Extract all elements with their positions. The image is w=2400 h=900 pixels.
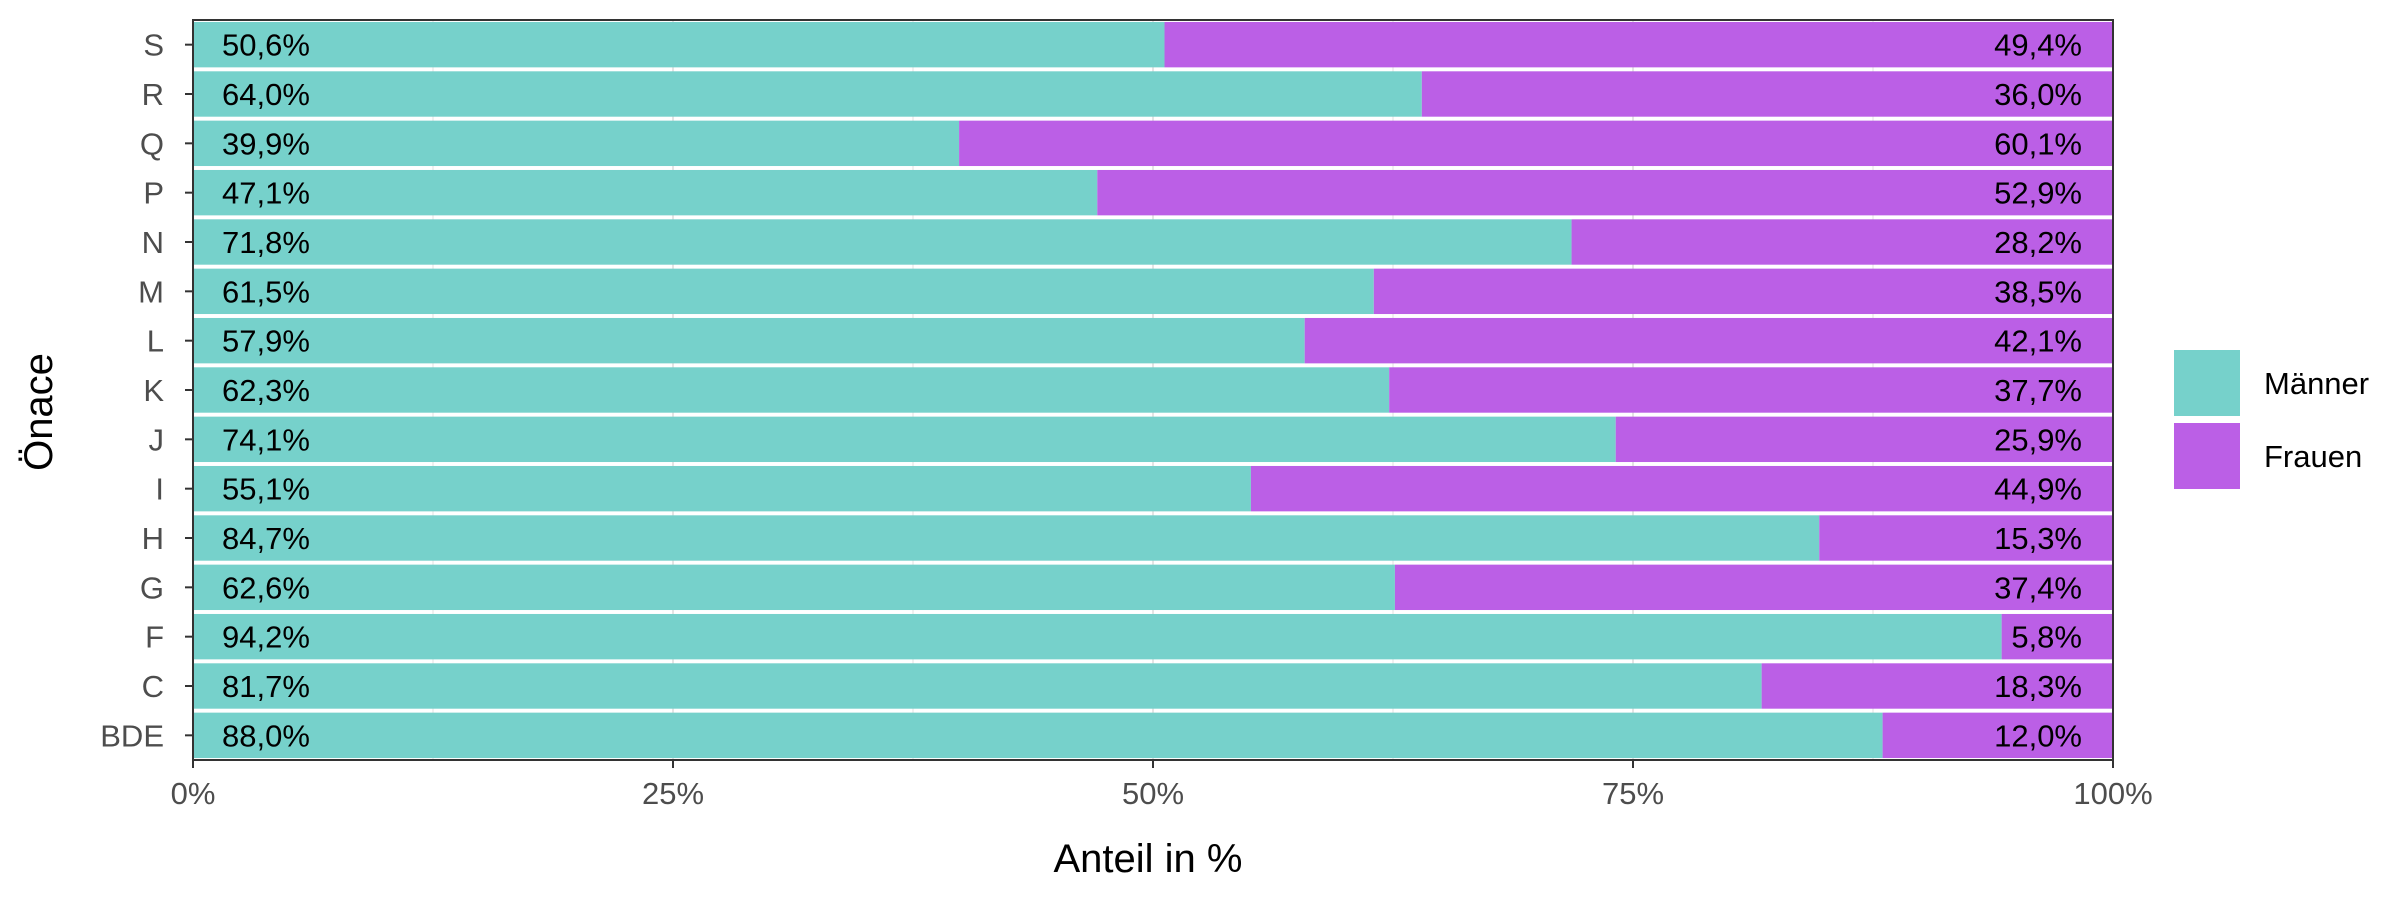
y-tick-label: G (140, 570, 164, 605)
bar-frauen-l (1304, 317, 2113, 364)
data-label-frauen: 49,4% (1994, 28, 2082, 63)
data-labels: 50,6% 49,4% 64,0% 36,0% 39,9% 60,1% 47,1% 52,9%… (222, 28, 2082, 754)
bar-frauen-r (1421, 71, 2113, 117)
x-tick-label: 75% (1602, 776, 1664, 811)
bar-frauen-s (1164, 21, 2113, 68)
data-label-frauen: 28,2% (1994, 225, 2082, 260)
bar-maenner-f (193, 613, 2002, 660)
data-label-frauen: 38,5% (1994, 274, 2082, 309)
legend-key-maenner (2174, 350, 2240, 416)
bar-maenner-g (193, 564, 1395, 611)
data-label-frauen: 36,0% (1994, 77, 2082, 112)
bars (193, 21, 2113, 759)
x-tick-label: 50% (1122, 776, 1184, 811)
data-label-maenner: 94,2% (222, 620, 310, 655)
y-tick-label: N (142, 225, 164, 260)
bar-maenner-bde (193, 712, 1883, 759)
bar-frauen-q (959, 120, 2113, 167)
bar-maenner-r (193, 71, 1422, 117)
y-tick-label: R (142, 77, 164, 112)
legend-label-frauen: Frauen (2264, 439, 2362, 474)
data-label-frauen: 60,1% (1994, 126, 2082, 161)
x-tick-label: 25% (642, 776, 704, 811)
panel-border (192, 19, 2114, 761)
bar-maenner-s (193, 21, 1165, 68)
data-label-maenner: 55,1% (222, 472, 310, 507)
y-tick-label: S (143, 28, 164, 63)
data-label-maenner: 62,6% (222, 570, 310, 605)
data-label-maenner: 62,3% (222, 373, 310, 408)
x-axis-title: Anteil in % (1054, 837, 1243, 881)
data-label-maenner: 71,8% (222, 225, 310, 260)
y-tick-label: H (142, 521, 164, 556)
data-label-maenner: 39,9% (222, 126, 310, 161)
legend: Männer Frauen (2174, 350, 2369, 489)
y-tick-label: F (145, 620, 164, 655)
bar-frauen-f (2001, 613, 2113, 660)
data-label-maenner: 64,0% (222, 77, 310, 112)
data-label-frauen: 5,8% (2011, 620, 2082, 655)
data-label-maenner: 61,5% (222, 274, 310, 309)
bar-frauen-bde (1882, 712, 2113, 759)
data-label-maenner: 47,1% (222, 176, 310, 211)
bar-maenner-k (193, 367, 1390, 413)
y-tick-label: C (142, 669, 164, 704)
y-tick-label: I (155, 472, 164, 507)
bar-maenner-l (193, 317, 1305, 364)
legend-key-frauen (2174, 423, 2240, 489)
legend-label-maenner: Männer (2264, 366, 2369, 401)
bar-frauen-k (1389, 367, 2113, 413)
data-label-frauen: 44,9% (1994, 472, 2082, 507)
y-axis-title: Önace (17, 353, 61, 471)
bar-frauen-c (1761, 663, 2113, 709)
bar-maenner-c (193, 663, 1762, 709)
y-tick-label: M (138, 274, 164, 309)
data-label-maenner: 74,1% (222, 422, 310, 457)
data-label-maenner: 57,9% (222, 324, 310, 359)
data-label-frauen: 18,3% (1994, 669, 2082, 704)
y-tick-label: L (147, 324, 164, 359)
data-label-frauen: 25,9% (1994, 422, 2082, 457)
data-label-frauen: 37,4% (1994, 570, 2082, 605)
y-tick-label: P (143, 176, 164, 211)
bar-maenner-m (193, 268, 1374, 315)
bar-maenner-n (193, 219, 1572, 265)
data-label-frauen: 42,1% (1994, 324, 2082, 359)
bar-maenner-i (193, 465, 1251, 512)
bar-frauen-h (1819, 515, 2113, 561)
bar-frauen-p (1097, 169, 2113, 216)
data-label-maenner: 88,0% (222, 718, 310, 753)
y-tick-label: BDE (100, 718, 164, 753)
data-label-maenner: 50,6% (222, 28, 310, 63)
data-label-maenner: 84,7% (222, 521, 310, 556)
data-label-frauen: 15,3% (1994, 521, 2082, 556)
data-label-frauen: 37,7% (1994, 373, 2082, 408)
bar-frauen-n (1571, 219, 2113, 265)
bar-frauen-i (1250, 465, 2113, 512)
bar-frauen-j (1615, 416, 2113, 463)
data-label-frauen: 12,0% (1994, 718, 2082, 753)
y-tick-label: K (143, 373, 164, 408)
bar-maenner-j (193, 416, 1616, 463)
x-tick-label: 0% (171, 776, 216, 811)
bar-maenner-h (193, 515, 1820, 561)
bar-maenner-p (193, 169, 1098, 216)
data-label-maenner: 81,7% (222, 669, 310, 704)
bar-frauen-m (1373, 268, 2113, 315)
bar-maenner-q (193, 120, 960, 167)
data-label-frauen: 52,9% (1994, 176, 2082, 211)
x-tick-label: 100% (2073, 776, 2152, 811)
y-tick-label: Q (140, 126, 164, 161)
bar-frauen-g (1394, 564, 2113, 611)
y-tick-label: J (149, 422, 165, 457)
